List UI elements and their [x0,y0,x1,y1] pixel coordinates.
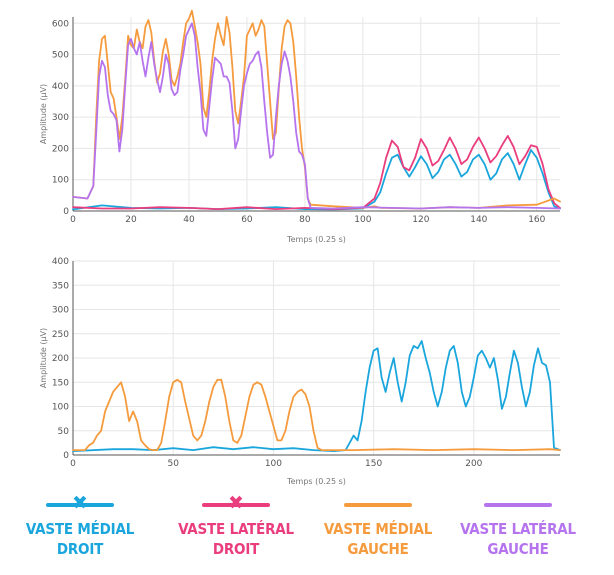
x-tick-label: 140 [470,215,487,225]
legend-item-vaste-lateral-droit[interactable]: ✖ VASTE LATÉRAL DROIT [166,492,306,559]
x-tick-label: 150 [365,459,382,469]
legend-swatch: ✖ [166,492,306,515]
y-tick-label: 400 [52,82,69,92]
y-tick-label: 0 [63,451,69,461]
legend-label-line2: DROIT [212,540,260,558]
series-line-vaste-medial-gauche [72,378,561,451]
x-tick-label: 60 [241,215,253,225]
legend-label-line1: VASTE LATÉRAL [178,520,294,538]
legend-label: VASTE MÉDIAL GAUCHE [308,519,448,559]
y-tick-label: 100 [52,403,69,413]
legend-swatch: ✖ [10,492,150,515]
legend-swatch [308,495,448,515]
x-axis-title: Temps (0.25 s) [286,235,346,244]
legend-line-vaste-lateral-gauche [484,503,552,507]
legend-item-vaste-medial-gauche[interactable]: VASTE MÉDIAL GAUCHE [308,495,448,559]
chart-bottom: 0 50 100 150 200 250 300 350 400 0 50 100 150 200 Temp… [39,257,561,486]
x-tick-label: 40 [183,215,195,225]
legend-label: VASTE LATÉRAL GAUCHE [448,519,588,559]
series-line-vaste-medial-gauche [72,9,561,210]
legend-line-vaste-lateral-droit [202,503,270,507]
x-tick-label: 160 [528,215,545,225]
legend-label-line2: GAUCHE [487,540,549,558]
x-tick-label: 20 [125,215,137,225]
legend: ✖ VASTE MÉDIAL DROIT ✖ VASTE LATÉRAL DRO… [0,492,614,575]
y-tick-label: 200 [52,144,69,154]
y-tick-label: 100 [52,176,69,186]
y-tick-label: 0 [63,207,69,217]
x-tick-label: 100 [354,215,371,225]
legend-label-line1: VASTE MÉDIAL [323,520,433,538]
y-axis-title: Amplitude (µV) [39,84,48,144]
series-line-vaste-medial-droit [72,149,561,211]
y-tick-label: 350 [52,281,69,291]
y-tick-label: 400 [52,257,69,267]
x-tick-label: 200 [465,459,482,469]
legend-line-vaste-medial-gauche [344,503,412,507]
series-line-vaste-lateral-droit [72,135,561,210]
y-tick-label: 500 [52,51,69,61]
series-line-vaste-lateral-gauche [72,22,561,210]
legend-swatch [448,495,588,515]
legend-item-vaste-lateral-gauche[interactable]: VASTE LATÉRAL GAUCHE [448,495,588,559]
y-tick-label: 200 [52,354,69,364]
series-line-vaste-medial-droit [72,340,561,452]
chart-top: 0 100 200 300 400 500 600 0 20 40 60 80 100 120 140 160… [39,9,561,244]
x-marker-icon: ✖ [228,492,244,514]
x-tick-label: 0 [70,459,76,469]
y-tick-label: 250 [52,330,69,340]
legend-label-line2: DROIT [56,540,104,558]
legend-label-line1: VASTE MÉDIAL [25,520,135,538]
y-tick-label: 600 [52,19,69,29]
legend-label: VASTE LATÉRAL DROIT [166,519,306,559]
y-tick-label: 50 [58,427,70,437]
x-tick-label: 80 [299,215,311,225]
y-tick-label: 150 [52,378,69,388]
x-tick-label: 50 [167,459,179,469]
legend-item-vaste-medial-droit[interactable]: ✖ VASTE MÉDIAL DROIT [10,492,150,559]
legend-label: VASTE MÉDIAL DROIT [10,519,150,559]
legend-line-vaste-medial-droit [46,503,114,507]
legend-label-line1: VASTE LATÉRAL [460,520,576,538]
y-tick-label: 300 [52,113,69,123]
x-tick-label: 100 [265,459,282,469]
x-tick-label: 0 [70,215,76,225]
y-tick-label: 300 [52,306,69,316]
x-marker-icon: ✖ [72,492,88,514]
y-axis-title: Amplitude (µV) [39,328,48,388]
x-axis-title: Temps (0.25 s) [286,477,346,486]
legend-label-line2: GAUCHE [347,540,409,558]
x-tick-label: 120 [412,215,429,225]
